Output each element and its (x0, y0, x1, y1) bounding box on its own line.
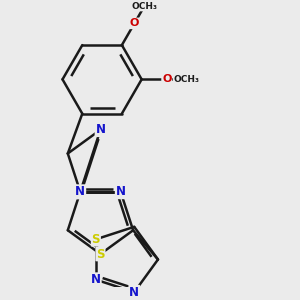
Text: O: O (130, 18, 139, 28)
Text: OCH₃: OCH₃ (174, 75, 200, 84)
Text: O: O (162, 74, 171, 84)
Text: S: S (96, 248, 105, 260)
Text: N: N (95, 123, 106, 136)
Text: N: N (75, 185, 85, 198)
Text: OCH₃: OCH₃ (131, 2, 157, 11)
Text: N: N (75, 185, 85, 198)
Text: N: N (129, 286, 139, 299)
Text: N: N (116, 185, 126, 198)
Text: N: N (91, 273, 101, 286)
Text: S: S (92, 233, 100, 246)
